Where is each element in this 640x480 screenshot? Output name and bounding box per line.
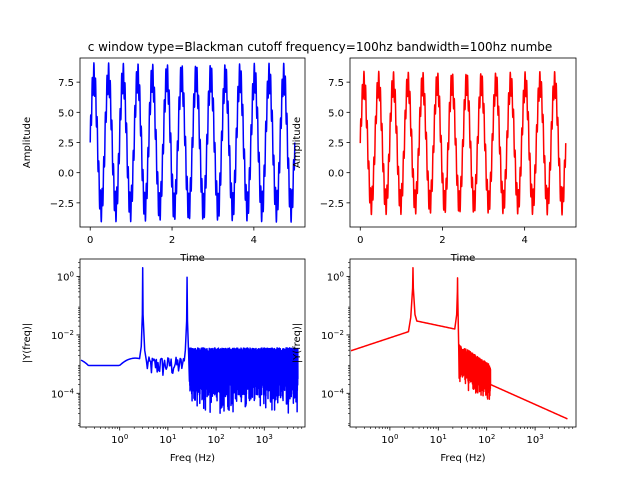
x-tick-label: 0 <box>357 235 363 246</box>
x-tick-label: 102 <box>478 433 495 446</box>
x-tick-label: 2 <box>169 235 175 246</box>
y-axis-label: Amplitude <box>292 117 303 168</box>
x-tick-label: 103 <box>526 433 543 446</box>
panel-time_right: 0 2 4 −2.5 0.0 2.5 5.0 7.5 Time Amplitude <box>292 57 577 264</box>
x-tick-label: 100 <box>381 433 398 446</box>
y-tick-label: 10−4 <box>321 387 345 400</box>
y-tick-label: 2.5 <box>58 139 74 150</box>
x-tick-label: 4 <box>521 235 527 246</box>
y-tick-label: 7.5 <box>328 78 344 89</box>
series-line <box>359 70 567 216</box>
y-tick-label: 2.5 <box>328 139 344 150</box>
y-tick-label: 0.0 <box>328 169 344 180</box>
x-tick-label: 103 <box>256 433 273 446</box>
x-tick-label: 0 <box>87 235 93 246</box>
y-tick-label: 10−2 <box>51 329 74 342</box>
figure-title: c window type=Blackman cutoff frequency=… <box>88 40 553 54</box>
y-axis-label: |Y(freq)| <box>22 323 33 364</box>
x-axis-label: Freq (Hz) <box>440 453 485 464</box>
axes-frame <box>79 258 306 428</box>
y-axis-label: Amplitude <box>22 117 33 168</box>
y-tick-label: 7.5 <box>58 78 74 89</box>
panel-time_left: 0 2 4 −2.5 0.0 2.5 5.0 7.5 Time Amplitude <box>22 57 306 264</box>
x-tick-label: 2 <box>439 235 445 246</box>
series-line <box>350 267 568 420</box>
y-tick-label: 5.0 <box>58 108 74 119</box>
series-line <box>89 62 296 223</box>
x-tick-label: 101 <box>430 433 447 446</box>
x-tick-label: 102 <box>207 433 224 446</box>
series-line <box>80 267 299 414</box>
x-tick-label: 100 <box>111 433 128 446</box>
y-axis-label: |Y(freq)| <box>292 323 303 364</box>
x-tick-label: 101 <box>159 433 176 446</box>
y-tick-label: 100 <box>57 271 74 284</box>
y-tick-label: 0.0 <box>58 169 74 180</box>
y-tick-label: −2.5 <box>50 199 74 210</box>
panel-freq_right: 100 101 102 103 10−4 10−2 100 Freq (Hz) |Y(freq)… <box>292 258 577 464</box>
x-tick-label: 4 <box>251 235 257 246</box>
y-tick-label: −2.5 <box>320 199 344 210</box>
y-tick-label: 10−2 <box>321 329 344 342</box>
panel-freq_left: 100 101 102 103 10−4 10−2 100 Freq (Hz) |Y(freq)… <box>22 258 306 464</box>
y-tick-label: 5.0 <box>328 108 344 119</box>
x-axis-label: Time <box>179 253 204 264</box>
y-tick-label: 10−4 <box>51 387 75 400</box>
x-axis-label: Freq (Hz) <box>170 453 215 464</box>
x-axis-label: Time <box>450 253 475 264</box>
y-tick-label: 100 <box>327 271 344 284</box>
axes-frame <box>349 258 577 428</box>
